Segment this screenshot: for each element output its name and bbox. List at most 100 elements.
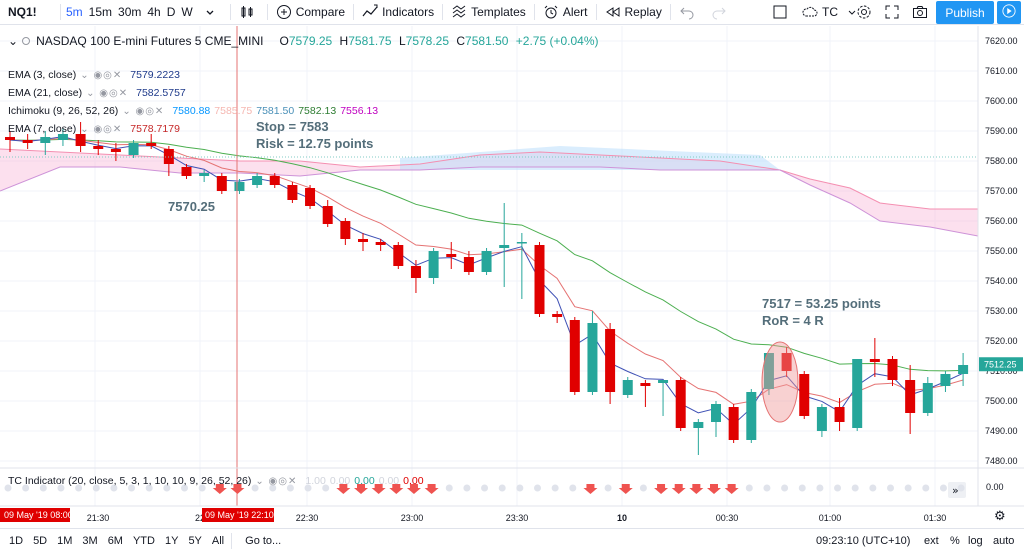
interval-dropdown[interactable]	[196, 0, 228, 25]
alarm-clock-icon	[543, 4, 559, 20]
range-ytd[interactable]: YTD	[132, 535, 155, 547]
clock[interactable]: 09:23:10 (UTC+10)	[816, 535, 911, 547]
neutral-signal-dot	[904, 484, 912, 492]
gear-icon	[856, 4, 872, 20]
interval-15m[interactable]: 15m	[88, 5, 113, 19]
neutral-signal-dot	[22, 484, 30, 492]
range-6m[interactable]: 6M	[107, 535, 123, 547]
range-1m[interactable]: 1M	[57, 535, 73, 547]
legend-ema7[interactable]: EMA (7, close) ⌄ ◉◎✕ 7578.7179	[8, 123, 180, 135]
settings-button[interactable]	[850, 0, 882, 25]
left-date-badge	[0, 508, 70, 522]
indicator-lines	[9, 136, 964, 425]
toolbar-divider	[60, 4, 61, 20]
percent-toggle[interactable]: %	[950, 535, 960, 547]
neutral-signal-dot	[551, 484, 559, 492]
symbol-status-dot	[22, 37, 31, 45]
fullscreen-layout-button[interactable]	[766, 0, 798, 25]
legend-tools-icon: ⌄ ◉◎✕	[122, 105, 165, 117]
price-axis: 7620.00 7610.00 7600.00 7590.00 7580.00 7570.…	[948, 36, 1023, 498]
price-tick-label: 7570.00	[985, 186, 1018, 196]
interval-5m[interactable]: 5m	[66, 5, 83, 19]
redo-button[interactable]	[705, 0, 737, 25]
legend-tools-icon: ⌄ ◉◎✕	[255, 475, 298, 487]
neutral-signal-dot	[639, 484, 647, 492]
candle-body	[199, 173, 210, 176]
indicators-button[interactable]: Indicators	[356, 0, 440, 25]
compare-button[interactable]: Compare	[270, 0, 351, 25]
price-tick-label: 7620.00	[985, 36, 1018, 46]
replay-label: Replay	[624, 5, 662, 19]
neutral-signal-dot	[763, 484, 771, 492]
change-value: +2.75 (+0.04%)	[515, 34, 599, 48]
chart-type-button[interactable]	[233, 0, 265, 25]
neutral-signal-dot	[463, 484, 471, 492]
candles-icon	[239, 4, 255, 20]
auto-toggle[interactable]: auto	[993, 535, 1015, 547]
neutral-signal-dot	[851, 484, 859, 492]
legend-ema21[interactable]: EMA (21, close) ⌄ ◉◎✕ 7582.5757	[8, 87, 186, 99]
sell-signal-arrow	[707, 484, 721, 494]
neutral-signal-dot	[957, 484, 965, 492]
range-1d[interactable]: 1D	[9, 535, 24, 547]
candle-body	[640, 383, 651, 386]
toolbar-divider	[669, 4, 671, 20]
candle-body	[252, 176, 263, 185]
ext-toggle[interactable]: ext	[924, 535, 939, 547]
interval-d[interactable]: D	[166, 5, 176, 19]
goto-button[interactable]: Go to...	[245, 535, 282, 547]
legend-ichimoku[interactable]: Ichimoku (9, 26, 52, 26) ⌄ ◉◎✕ 7580.88 75…	[8, 105, 379, 117]
undo-icon	[679, 4, 695, 20]
publish-button[interactable]: Publish	[936, 1, 994, 24]
price-tick-label: 7550.00	[985, 246, 1018, 256]
legend-tc-indicator[interactable]: TC Indicator (20, close, 5, 3, 1, 10, 10…	[8, 475, 424, 487]
neutral-signal-dot	[604, 484, 612, 492]
toolbar-divider	[266, 4, 268, 20]
candle-body	[605, 329, 616, 392]
chart-area[interactable]: 7620.00 7610.00 7600.00 7590.00 7580.00 7570.…	[0, 26, 1024, 528]
range-3m[interactable]: 3M	[82, 535, 98, 547]
interval-w[interactable]: W	[181, 5, 193, 19]
stop-annotation: Stop = 7583 Risk = 12.75 points	[256, 119, 374, 151]
neutral-signal-dot	[569, 484, 577, 492]
tc-layout-button[interactable]: TC	[796, 0, 870, 25]
templates-button[interactable]: Templates	[445, 0, 532, 25]
range-5y[interactable]: 5Y	[188, 535, 202, 547]
sell-signal-arrow	[671, 484, 686, 494]
sell-signal-arrow	[618, 484, 633, 494]
time-tick-label: 00:30	[716, 513, 739, 523]
candle-body	[446, 254, 457, 257]
interval-30m[interactable]: 30m	[118, 5, 142, 19]
legend-ema3[interactable]: EMA (3, close) ⌄ ◉◎✕ 7579.2223	[8, 69, 180, 81]
plus-circle-icon	[276, 4, 292, 20]
cloud-fill	[0, 149, 978, 236]
range-all[interactable]: All	[211, 535, 225, 547]
fullscreen-button[interactable]	[878, 0, 910, 25]
log-toggle[interactable]: log	[968, 535, 983, 547]
range-1y[interactable]: 1Y	[164, 535, 179, 547]
neutral-signal-dot	[57, 484, 65, 492]
interval-4h[interactable]: 4h	[147, 5, 161, 19]
time-tick-label: 22	[195, 513, 205, 523]
expand-panel-button[interactable]	[997, 1, 1021, 24]
symbol-search[interactable]: NQ1!	[8, 5, 37, 19]
sell-signal-arrow	[212, 484, 227, 494]
time-tick-label: 21:30	[87, 513, 110, 523]
alert-button[interactable]: Alert	[537, 0, 594, 25]
symbol-title: NASDAQ 100 E-mini Futures 5 CME_MINI	[36, 34, 264, 48]
current-price-badge	[979, 357, 1023, 372]
undo-button[interactable]	[673, 0, 705, 25]
neutral-signal-dot	[4, 484, 12, 492]
candle-body	[322, 206, 333, 224]
collapse-chevron-icon[interactable]: ⌄	[8, 34, 19, 48]
range-5d[interactable]: 5D	[33, 535, 48, 547]
candle-body	[675, 380, 686, 428]
replay-button[interactable]: Replay	[599, 0, 668, 25]
entry-annotation: 7570.25	[168, 199, 215, 214]
neutral-signal-dot	[869, 484, 877, 492]
price-chart[interactable]: 7620.00 7610.00 7600.00 7590.00 7580.00 7570.…	[0, 26, 1024, 528]
cursor-date-badge	[202, 508, 274, 522]
candle-body	[375, 242, 386, 245]
neutral-signal-dot	[781, 484, 789, 492]
snapshot-button[interactable]	[906, 0, 938, 25]
